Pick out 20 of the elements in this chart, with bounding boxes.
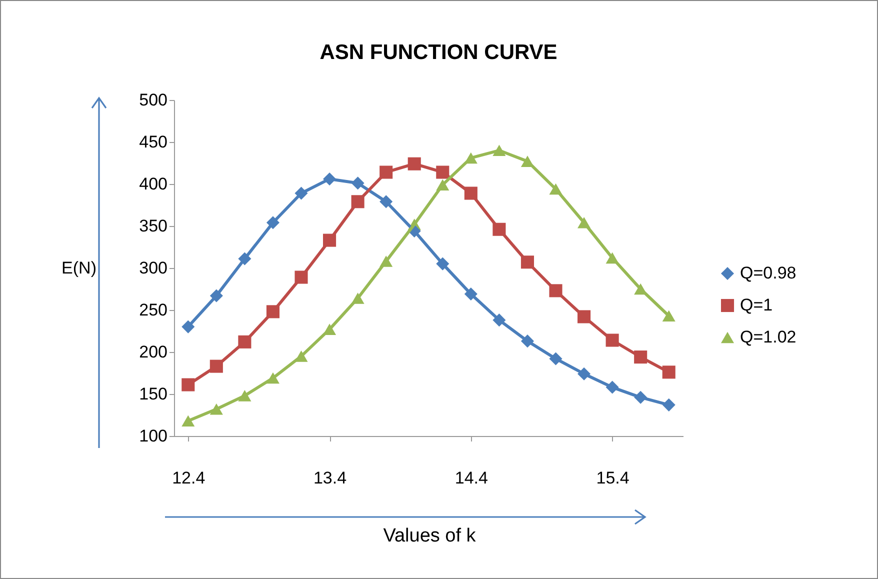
y-tick-label: 150 bbox=[139, 384, 168, 404]
y-tick-label: 250 bbox=[139, 300, 168, 320]
legend-label: Q=1.02 bbox=[740, 328, 796, 346]
x-tick-label: 15.4 bbox=[596, 468, 630, 488]
legend-label: Q=0.98 bbox=[740, 264, 796, 282]
y-tick-label: 450 bbox=[139, 132, 168, 152]
chart-title: ASN FUNCTION CURVE bbox=[320, 41, 558, 64]
x-tick-label: 14.4 bbox=[454, 468, 488, 488]
y-tick-label: 100 bbox=[139, 426, 168, 446]
legend-label: Q=1 bbox=[740, 296, 773, 314]
x-tick-label: 12.4 bbox=[172, 468, 206, 488]
y-tick-label: 300 bbox=[139, 258, 168, 278]
y-axis-title: E(N) bbox=[62, 258, 96, 278]
y-tick-label: 350 bbox=[139, 216, 168, 236]
y-tick-label: 400 bbox=[139, 174, 168, 194]
point bbox=[182, 378, 195, 392]
y-tick-label: 200 bbox=[139, 342, 168, 362]
x-axis-title: Values of k bbox=[383, 526, 476, 546]
y-tick-label: 500 bbox=[139, 90, 168, 110]
x-tick-label: 13.4 bbox=[313, 468, 347, 488]
